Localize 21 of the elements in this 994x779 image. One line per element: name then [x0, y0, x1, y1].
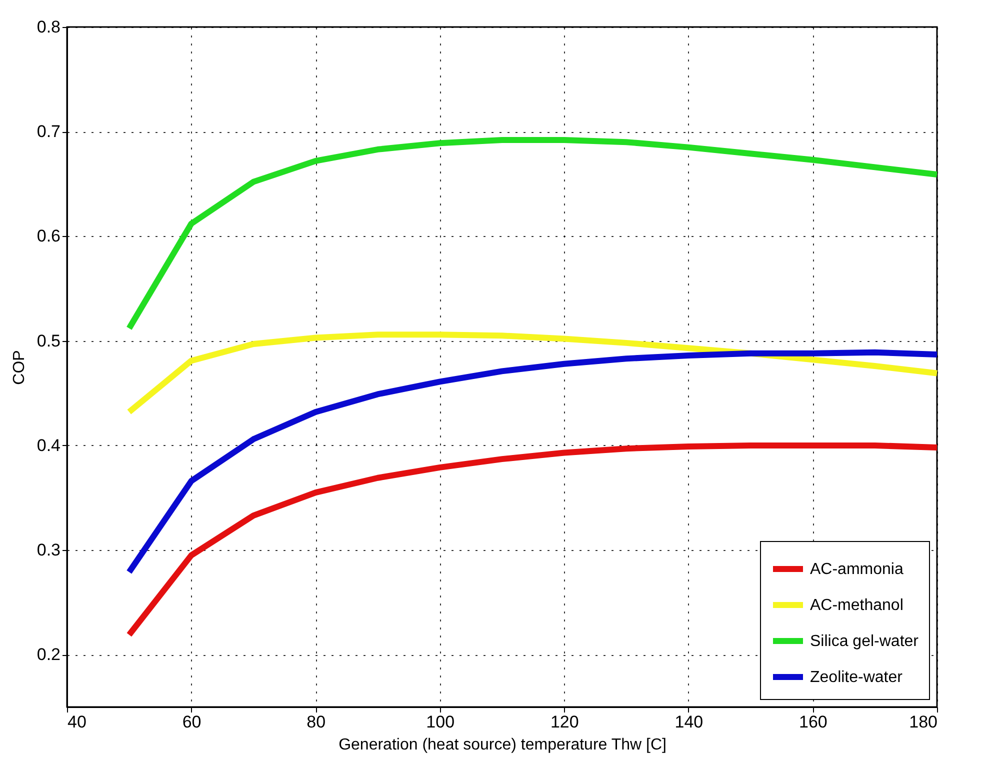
- x-tick-label: 40: [68, 712, 86, 732]
- y-tick-label: 0.5: [36, 331, 60, 350]
- x-tick-label: 160: [799, 712, 828, 732]
- y-tick-label: 0.7: [36, 122, 60, 142]
- x-tick-label: 180: [909, 712, 938, 732]
- x-tick-label: 140: [674, 712, 704, 732]
- legend-label: AC-ammonia: [810, 561, 904, 578]
- legend-label: AC-methanol: [810, 597, 904, 614]
- x-tick-label: 60: [182, 712, 202, 732]
- y-axis-title: COP: [10, 350, 28, 385]
- y-tick-label: 0.3: [36, 540, 60, 560]
- legend-label: Silica gel-water: [810, 633, 920, 650]
- y-tick-label: 0.4: [36, 436, 60, 455]
- x-tick-label: 100: [426, 712, 455, 732]
- x-tick-label: 120: [550, 712, 579, 732]
- y-tick-label: 0.2: [36, 645, 60, 664]
- x-axis-title: Generation (heat source) temperature Thw [C]: [338, 736, 666, 754]
- legend-label: Zeolite-water: [810, 669, 904, 686]
- y-tick-label: 0.6: [36, 226, 60, 246]
- y-tick-label: 0.8: [36, 18, 60, 36]
- x-tick-label: 80: [306, 712, 326, 732]
